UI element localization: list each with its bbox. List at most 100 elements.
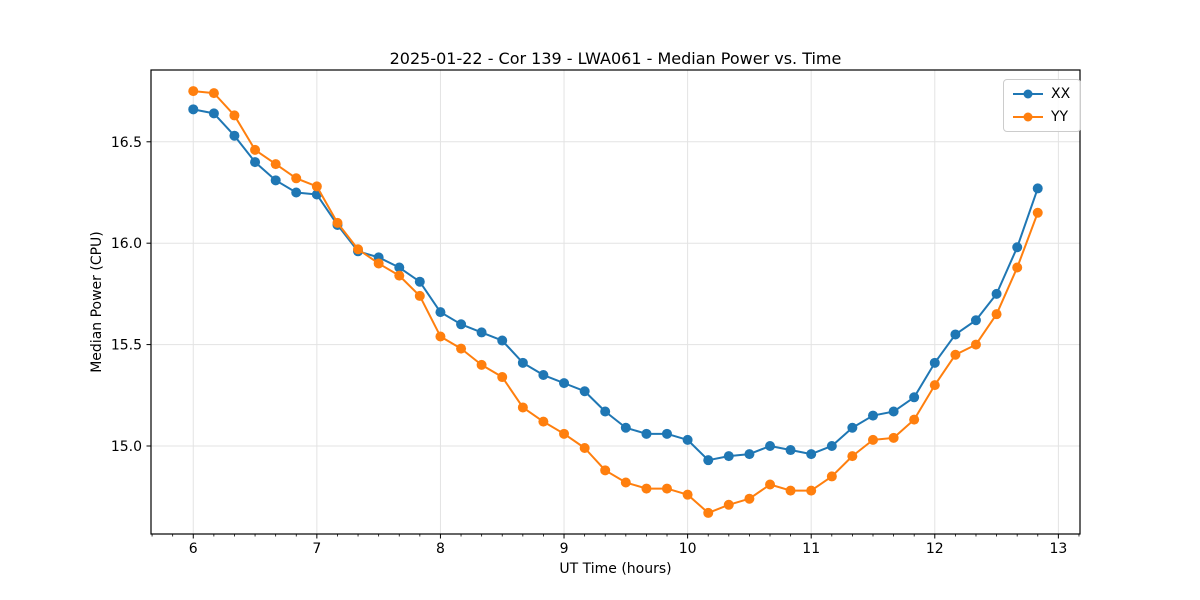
series-yy-marker (950, 349, 961, 360)
x-tick-label: 8 (436, 541, 445, 557)
series-yy-marker (970, 339, 981, 350)
series-yy-marker (559, 428, 570, 439)
yy-line-swatch-icon (1013, 112, 1043, 122)
series-xx-marker (929, 357, 940, 368)
series-yy-marker (579, 443, 590, 454)
series-xx-marker (414, 276, 425, 287)
series-yy-marker (1032, 207, 1043, 218)
series-xx-marker (1012, 242, 1023, 253)
x-tick-label: 9 (560, 541, 569, 557)
series-yy-marker (353, 244, 364, 255)
series-xx-line (193, 108, 1039, 462)
series-yy-marker (909, 414, 920, 425)
xx-line-swatch-icon (1013, 89, 1043, 99)
series-yy-marker (600, 465, 611, 476)
x-tick-label: 7 (312, 541, 321, 557)
series-xx-marker (909, 392, 920, 403)
x-axis: 6 7 8 9 10 11 12 13 (151, 534, 1080, 557)
series-xx-marker (765, 440, 776, 451)
series-xx-marker (579, 386, 590, 397)
series-yy-marker (991, 309, 1002, 320)
x-tick-label: 13 (1049, 541, 1067, 557)
series-yy-marker (332, 217, 343, 228)
series-yy-marker (826, 471, 837, 482)
series-xx-marker (559, 378, 570, 389)
series-yy-marker (538, 416, 549, 427)
series-yy-marker (661, 483, 672, 494)
series-xx-marker (394, 262, 405, 273)
legend-label-xx: XX (1051, 86, 1071, 102)
series-xx-marker (456, 319, 467, 330)
series-xx-marker (229, 130, 240, 141)
series-yy-marker (456, 343, 467, 354)
series-yy-marker (929, 380, 940, 391)
series-yy-marker (208, 88, 219, 99)
series-xx-marker (744, 449, 755, 460)
y-tick-label: 16.0 (111, 236, 142, 252)
series-xx-marker (517, 357, 528, 368)
series-yy-marker (517, 402, 528, 413)
series-yy-marker (270, 159, 281, 170)
legend: XX YY (1003, 79, 1082, 132)
x-axis-label: UT Time (hours) (559, 561, 672, 577)
series-xx-marker (847, 422, 858, 433)
series-xx-marker (806, 449, 817, 460)
series-yy (188, 86, 1043, 518)
series-yy-marker (785, 485, 796, 496)
series-yy-marker (867, 434, 878, 445)
series-xx-marker (991, 288, 1002, 299)
y-axis: 15.0 15.5 16.0 16.5 (111, 135, 151, 455)
gridlines (151, 70, 1080, 534)
legend-entry-yy: YY (1013, 108, 1070, 126)
series-yy-marker (497, 372, 508, 383)
series-yy-marker (723, 499, 734, 510)
series-xx-marker (1032, 183, 1043, 194)
legend-entry-xx: XX (1013, 85, 1070, 103)
y-tick-label: 16.5 (111, 135, 142, 151)
series-yy-marker (476, 359, 487, 370)
series-yy-marker (641, 483, 652, 494)
xx-marker-icon (1023, 89, 1033, 99)
series-xx-marker (291, 187, 302, 198)
series-xx-marker (888, 406, 899, 417)
series-xx-marker (435, 307, 446, 318)
series-xx-marker (188, 104, 199, 115)
series-xx-marker (270, 175, 281, 186)
y-tick-label: 15.5 (111, 338, 142, 354)
series-xx-marker (661, 428, 672, 439)
series-xx-marker (476, 327, 487, 338)
series-xx-marker (723, 451, 734, 462)
series-xx-marker (600, 406, 611, 417)
series-yy-marker (373, 258, 384, 269)
series-yy-marker (435, 331, 446, 342)
series-xx-marker (950, 329, 961, 340)
series-yy-marker (394, 270, 405, 281)
x-tick-label: 12 (926, 541, 944, 557)
yy-marker-icon (1023, 112, 1033, 122)
series-yy-marker (229, 110, 240, 121)
series-xx-marker (867, 410, 878, 421)
series-xx-marker (208, 108, 219, 119)
chart-title: 2025-01-22 - Cor 139 - LWA061 - Median P… (389, 49, 842, 68)
series-xx-marker (497, 335, 508, 346)
x-tick-label: 11 (802, 541, 820, 557)
legend-label-yy: YY (1051, 109, 1069, 125)
series-yy-marker (1012, 262, 1023, 273)
series-yy-marker (682, 489, 693, 500)
series-yy-marker (620, 477, 631, 488)
series-yy-line (193, 90, 1039, 514)
series-xx-marker (620, 422, 631, 433)
x-tick-label: 10 (679, 541, 697, 557)
series-yy-marker (188, 86, 199, 97)
series-yy-marker (806, 485, 817, 496)
series-xx-marker (250, 157, 261, 168)
series-xx-marker (682, 434, 693, 445)
series-xx-marker (641, 428, 652, 439)
series-yy-marker (888, 432, 899, 443)
x-tick-label: 6 (189, 541, 198, 557)
series-yy-marker (311, 181, 322, 192)
y-tick-label: 15.0 (111, 439, 142, 455)
axes-spines (150, 69, 1081, 535)
